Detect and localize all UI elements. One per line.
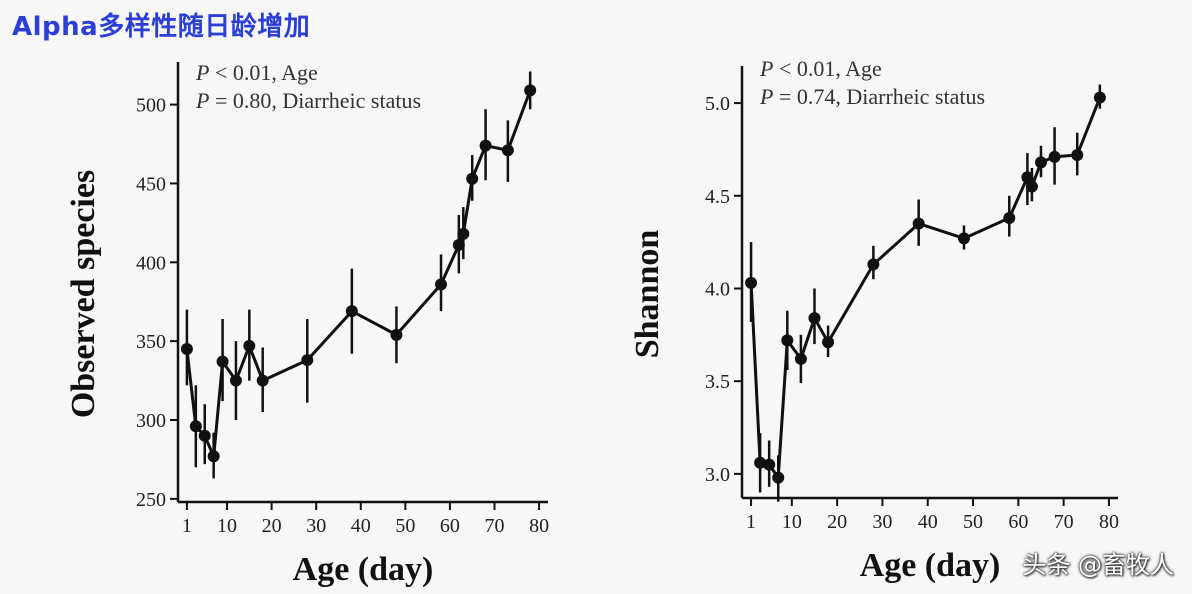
chart2-x-tick-label: 70: [1054, 511, 1074, 533]
chart1-data-point: [345, 305, 358, 318]
chart1-x-axis-title: Age (day): [293, 551, 434, 588]
chart1-annotation: P = 0.80, Diarrheic status: [195, 88, 421, 113]
watermark: 头条 @畜牧人: [1022, 551, 1174, 579]
chart1-y-tick-label: 400: [136, 252, 166, 274]
chart1-data-point: [466, 172, 479, 185]
chart1-data-point: [216, 355, 229, 368]
chart2-data-point: [867, 258, 880, 271]
chart1-annotation-p: P: [195, 60, 209, 85]
chart1-series-line: [185, 89, 532, 458]
chart1-x-tick-label: 10: [217, 515, 237, 537]
chart1-y-tick-label: 500: [136, 95, 166, 117]
chart1-data-point: [198, 429, 211, 442]
chart1-data-point: [501, 144, 514, 157]
chart2-annotation: P = 0.74, Diarrheic status: [759, 84, 985, 109]
chart2-annotation-p: P: [759, 84, 773, 109]
chart1-data-point: [524, 84, 537, 97]
chart2-x-tick-label: 60: [1008, 511, 1028, 533]
chart2-data-point: [1025, 180, 1038, 193]
chart1-annotation: P < 0.01, Age: [195, 60, 318, 85]
chart2-data-point: [808, 312, 821, 325]
chart2-x-tick-label: 80: [1099, 511, 1119, 533]
chart2-group: 3.0 3.5 4.0 4.5 5.0 1 10 20 30 40 50 60 70 80 Age (day…: [629, 56, 1119, 584]
chart2-y-tick-label: 4.5: [705, 186, 730, 208]
chart1-annotation-text: = 0.80, Diarrheic status: [209, 88, 421, 113]
chart2-y-tick-label: 3.0: [705, 464, 730, 486]
chart1-y-tick-label: 300: [136, 410, 166, 432]
chart1-x-tick-label: 30: [306, 515, 326, 537]
chart1-annotation-p: P: [195, 88, 209, 113]
chart2-data-point: [957, 232, 970, 245]
chart2-x-tick-label: 10: [782, 511, 802, 533]
chart1-data-point: [189, 420, 202, 433]
chart2-data-point: [781, 334, 794, 347]
chart2-data-point: [1093, 91, 1106, 104]
chart2-data-point: [822, 336, 835, 349]
chart2-data-point: [1003, 212, 1016, 225]
chart1-x-tick-label: 70: [485, 515, 505, 537]
chart1-x-tick-label: 20: [262, 515, 282, 537]
chart2-annotation: P < 0.01, Age: [759, 56, 882, 81]
chart1-data-point: [435, 278, 448, 291]
chart2-x-tick-label: 50: [963, 511, 983, 533]
chart1-x-tick-label: 1: [182, 515, 192, 537]
chart1-y-axis-title: Observed species: [65, 170, 102, 418]
chart2-x-tick-label: 30: [872, 511, 892, 533]
chart2-data-point: [772, 471, 785, 484]
chart1-data-point: [390, 328, 403, 341]
chart2-x-axis-title: Age (day): [860, 547, 1001, 584]
chart1-data-point: [180, 343, 193, 356]
chart2-data-point: [794, 352, 807, 365]
chart2-data-point: [745, 276, 758, 289]
chart2-y-tick-label: 5.0: [705, 93, 730, 115]
chart2-data-point: [1021, 171, 1034, 184]
chart1-data-point: [243, 339, 256, 352]
chart1-group: 250 300 350 400 450 500 1 10 20 30 40 50 60 70 80 Age (…: [65, 60, 549, 588]
chart1-y-tick-label: 350: [136, 331, 166, 353]
chart1-data-point: [457, 227, 470, 240]
chart2-data-point: [912, 217, 925, 230]
chart1-data-point: [229, 374, 242, 387]
chart2-annotation-text: < 0.01, Age: [773, 56, 881, 81]
chart2-x-tick-label: 1: [746, 511, 756, 533]
chart2-series-line: [749, 96, 1102, 480]
chart2-y-tick-label: 4.0: [705, 278, 730, 300]
chart1-annotation-text: < 0.01, Age: [209, 60, 317, 85]
chart2-data-point: [763, 458, 776, 471]
chart2-x-tick-label: 20: [827, 511, 847, 533]
chart1-x-tick-label: 40: [351, 515, 371, 537]
chart1-y-tick-label: 250: [136, 489, 166, 511]
chart2-data-point: [1048, 150, 1061, 163]
chart1-data-point: [479, 139, 492, 152]
chart1-y-tick-label: 450: [136, 173, 166, 195]
chart1-data-point: [301, 354, 314, 367]
chart2-data-point: [1034, 156, 1047, 169]
chart2-data-point: [754, 456, 767, 469]
chart2-y-tick-label: 3.5: [705, 371, 730, 393]
chart1-x-tick-label: 80: [529, 515, 549, 537]
chart2-data-point: [1071, 148, 1084, 161]
chart1-x-tick-label: 60: [440, 515, 460, 537]
chart2-x-tick-label: 40: [918, 511, 938, 533]
chart1-x-tick-label: 50: [395, 515, 415, 537]
chart2-y-axis-title: Shannon: [629, 230, 666, 359]
chart2-annotation-p: P: [759, 56, 773, 81]
chart1-data-point: [207, 450, 220, 463]
chart1-data-point: [452, 238, 465, 251]
chart1-data-point: [256, 374, 269, 387]
page-title: Alpha多样性随日龄增加: [12, 12, 311, 42]
chart2-annotation-text: = 0.74, Diarrheic status: [773, 84, 985, 109]
